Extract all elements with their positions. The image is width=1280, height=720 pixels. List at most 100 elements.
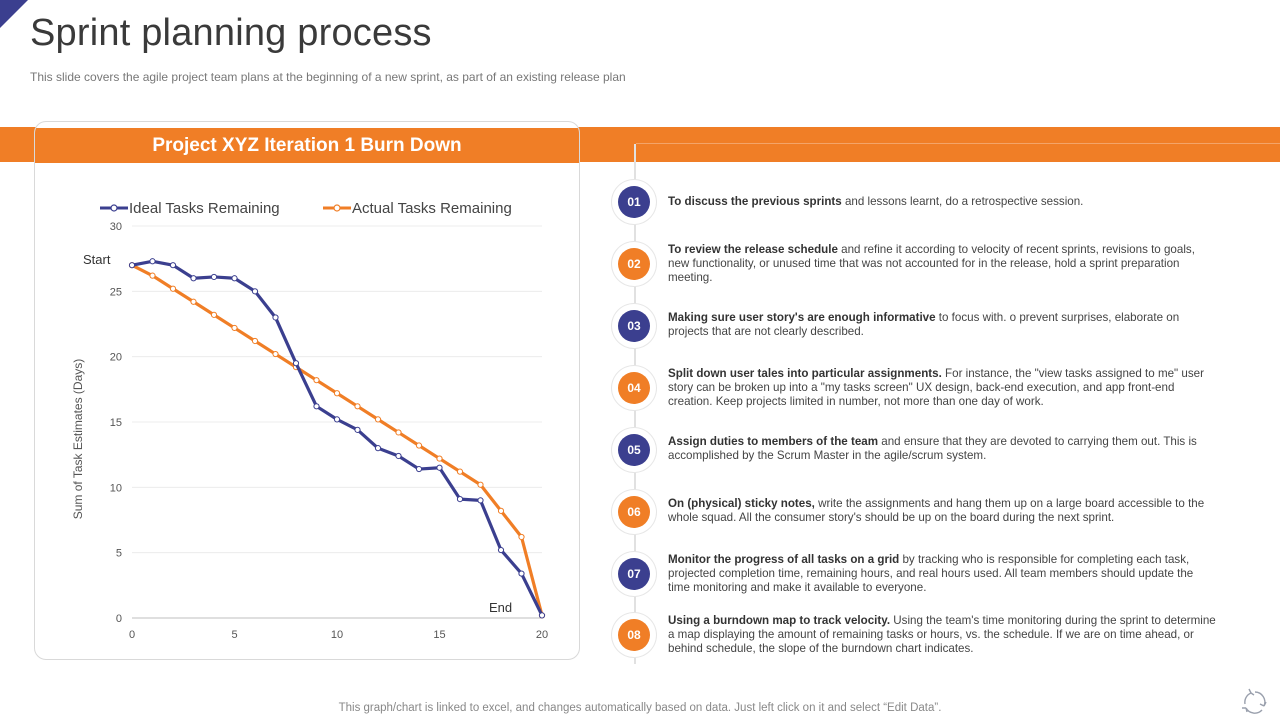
step-badge: 06	[612, 490, 656, 534]
step-body: and ensure that they are devoted to carr…	[668, 435, 1197, 462]
data-point[interactable]	[272, 350, 279, 358]
data-point[interactable]	[169, 262, 177, 269]
data-point[interactable]	[415, 465, 423, 473]
step-badge: 05	[612, 428, 656, 472]
step-number: 07	[618, 558, 650, 590]
step-heading: To review the release schedule	[668, 243, 838, 256]
data-point[interactable]	[477, 481, 484, 488]
data-point[interactable]	[497, 546, 505, 554]
chart-series	[128, 258, 546, 619]
data-point[interactable]	[313, 403, 320, 410]
data-point[interactable]	[395, 452, 402, 460]
step-number: 02	[618, 248, 650, 280]
step-heading: Monitor the progress of all tasks on a g…	[668, 553, 900, 566]
step-heading: Making sure user story's are enough info…	[668, 311, 936, 324]
data-point[interactable]	[354, 426, 361, 433]
step-badge: 02	[612, 242, 656, 286]
step-badge: 03	[612, 304, 656, 348]
step-heading: Split down user tales into particular as…	[668, 367, 942, 380]
x-tick-label: 20	[536, 629, 548, 641]
step-body: Using the team's time monitoring during …	[668, 614, 1216, 655]
step-badge: 08	[612, 613, 656, 657]
y-tick-label: 30	[110, 221, 122, 233]
step-badge: 07	[612, 552, 656, 596]
step-body: and refine it according to velocity of r…	[668, 243, 1195, 284]
data-point[interactable]	[518, 570, 525, 577]
step-description: Making sure user story's are enough info…	[668, 311, 1218, 339]
data-point[interactable]	[333, 390, 341, 397]
step-badge: 04	[612, 366, 656, 410]
data-point[interactable]	[518, 533, 525, 541]
data-point[interactable]	[374, 445, 382, 452]
y-tick-label: 0	[116, 613, 122, 625]
y-axis-label: Sum of Task Estimates (Days)	[71, 359, 85, 520]
step-number: 01	[618, 186, 650, 218]
recycle-arrows-icon	[1242, 688, 1267, 714]
data-point[interactable]	[436, 455, 443, 462]
data-point[interactable]	[231, 324, 238, 332]
burndown-chart[interactable]: 0 5 10 15 20 25 30 0 5 10 15 20 Ideal Tasks Remaini…	[35, 122, 579, 659]
step-heading: To discuss the previous sprints	[668, 195, 842, 208]
data-point[interactable]	[128, 262, 136, 269]
data-point[interactable]	[497, 507, 505, 514]
x-tick-label: 0	[129, 629, 135, 641]
y-tick-label: 15	[110, 417, 122, 429]
data-point[interactable]	[477, 497, 484, 504]
step-description: On (physical) sticky notes, write the as…	[668, 497, 1218, 525]
data-point[interactable]	[251, 337, 259, 345]
legend-label[interactable]: Ideal Tasks Remaining	[129, 200, 280, 217]
page-subtitle: This slide covers the agile project team…	[30, 70, 626, 84]
data-point[interactable]	[395, 429, 402, 436]
data-point[interactable]	[251, 288, 259, 295]
data-point[interactable]	[190, 298, 197, 305]
step-body: to focus with. o prevent surprises, elab…	[668, 311, 1180, 338]
data-point[interactable]	[149, 258, 156, 265]
start-annotation: Start	[83, 252, 111, 267]
y-tick-label: 5	[116, 548, 122, 560]
data-point[interactable]	[210, 273, 218, 281]
footer-note: This graph/chart is linked to excel, and…	[338, 702, 942, 714]
legend-label[interactable]: Actual Tasks Remaining	[352, 200, 512, 217]
data-point[interactable]	[538, 612, 546, 619]
data-point[interactable]	[415, 442, 423, 449]
data-point[interactable]	[272, 314, 279, 321]
data-point[interactable]	[149, 272, 156, 279]
step-badge: 01	[612, 180, 656, 224]
data-point[interactable]	[190, 275, 197, 282]
x-tick-label: 10	[331, 629, 343, 641]
step-heading: Assign duties to members of the team	[668, 435, 879, 448]
data-point[interactable]	[456, 468, 464, 475]
step-description: Assign duties to members of the team and…	[668, 435, 1218, 463]
step-number: 08	[618, 619, 650, 651]
y-tick-label: 10	[110, 482, 122, 494]
y-tick-label: 20	[110, 352, 122, 364]
data-point[interactable]	[210, 311, 218, 318]
step-description: To discuss the previous sprints and less…	[668, 195, 1218, 209]
data-point[interactable]	[354, 403, 361, 410]
step-body: by tracking who is responsible for compl…	[668, 553, 1194, 594]
y-tick-label: 25	[110, 286, 122, 298]
series-line[interactable]	[131, 259, 544, 617]
data-point[interactable]	[313, 377, 320, 384]
series-line[interactable]	[131, 263, 544, 616]
data-point[interactable]	[169, 285, 177, 292]
band-divider	[636, 143, 1280, 144]
step-number: 06	[618, 496, 650, 528]
data-point[interactable]	[333, 416, 341, 423]
data-point[interactable]	[436, 464, 443, 471]
legend-swatch-marker	[110, 204, 118, 212]
data-point[interactable]	[292, 360, 300, 367]
step-number: 05	[618, 434, 650, 466]
x-tick-label: 5	[231, 629, 237, 641]
data-point[interactable]	[456, 495, 464, 503]
chart-axes: 0 5 10 15 20 25 30 0 5 10 15 20	[110, 221, 548, 641]
chart-title: Project XYZ Iteration 1 Burn Down	[35, 128, 579, 163]
chart-grid	[132, 225, 542, 619]
step-heading: On (physical) sticky notes,	[668, 497, 815, 510]
corner-accent	[0, 0, 28, 28]
legend-swatch-marker	[333, 204, 341, 212]
data-point[interactable]	[374, 416, 382, 423]
step-heading: Using a burndown map to track velocity.	[668, 614, 891, 627]
data-point[interactable]	[231, 275, 238, 282]
chart-card[interactable]: Project XYZ Iteration 1 Burn Down 0 5 10 15…	[34, 121, 580, 660]
